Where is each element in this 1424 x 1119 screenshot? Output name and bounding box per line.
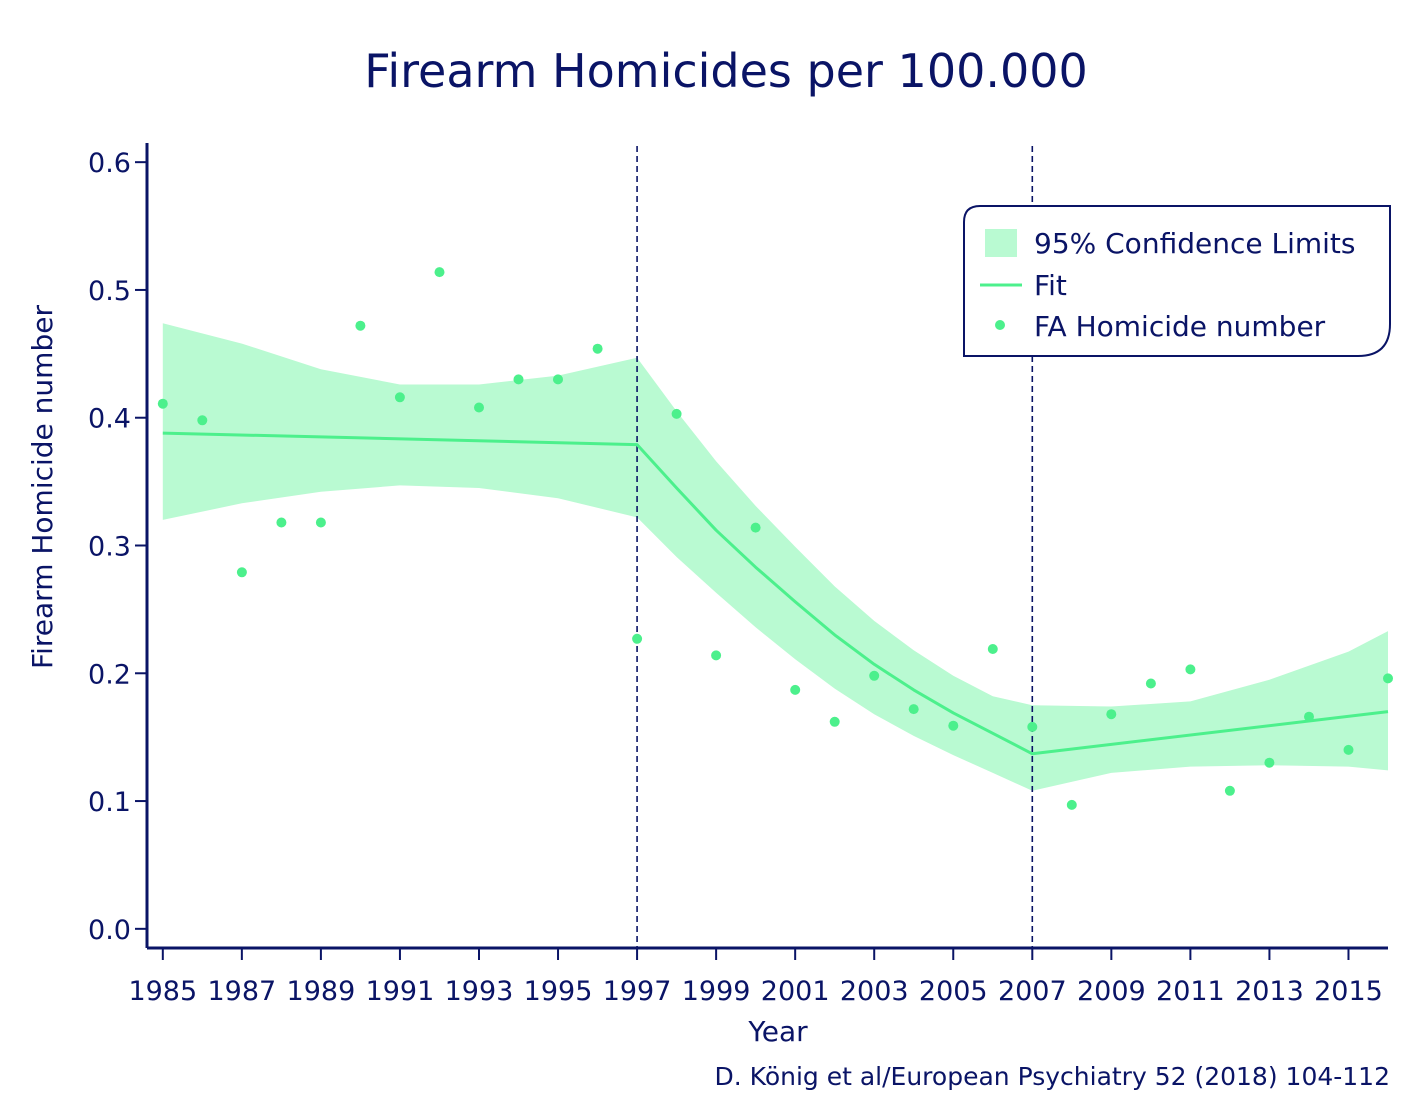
- source-citation: D. König et al/European Psychiatry 52 (2…: [715, 1062, 1390, 1091]
- data-point-2004: [908, 704, 919, 715]
- confidence-band: [162, 323, 1388, 791]
- data-point-1996: [592, 343, 603, 354]
- x-tick-label: 1995: [524, 976, 593, 1007]
- y-tick-label: 0.4: [88, 404, 131, 435]
- data-point-2003: [869, 670, 880, 681]
- y-tick-label: 0.5: [88, 276, 131, 307]
- x-tick-label: 2015: [1314, 976, 1383, 1007]
- data-point-1986: [197, 415, 208, 426]
- data-point-1998: [671, 408, 682, 419]
- x-tick-label: 2007: [998, 976, 1067, 1007]
- data-point-2000: [750, 522, 761, 533]
- confidence-band-layer: [162, 323, 1388, 791]
- y-tick-label: 0.0: [88, 915, 131, 946]
- data-point-2012: [1224, 785, 1235, 796]
- data-point-2006: [987, 644, 998, 654]
- data-points: [157, 267, 1393, 810]
- data-point-2015: [1343, 744, 1354, 755]
- fit-line: [162, 431, 1389, 756]
- legend-label-fit: Fit: [1034, 269, 1067, 302]
- data-point-1999: [711, 650, 722, 661]
- x-axis-ticks: 1985 1987 1989 1991 1993 1995 1997 1999 2001 2003…: [128, 948, 1383, 1007]
- x-tick-label: 1985: [128, 976, 197, 1007]
- y-tick-label: 0.2: [88, 659, 131, 690]
- legend-label-confidence: 95% Confidence Limits: [1034, 227, 1355, 260]
- data-point-1994: [513, 374, 524, 385]
- data-point-1985: [157, 398, 168, 409]
- data-point-2011: [1185, 664, 1196, 675]
- legend-label-points: FA Homicide number: [1034, 310, 1326, 343]
- chart-title: Firearm Homicides per 100.000: [364, 44, 1088, 98]
- data-point-2005: [948, 720, 959, 731]
- data-point-1990: [355, 320, 366, 331]
- x-tick-label: 2013: [1235, 976, 1304, 1007]
- x-tick-label: 1999: [682, 976, 751, 1007]
- x-tick-label: 1987: [207, 976, 276, 1007]
- y-tick-label: 0.6: [88, 148, 131, 179]
- legend: 95% Confidence Limits Fit FA Homicide nu…: [963, 205, 1391, 357]
- data-point-1991: [394, 392, 405, 403]
- fit-line-layer: [162, 431, 1389, 756]
- x-tick-label: 2005: [919, 976, 988, 1007]
- data-point-2014: [1304, 711, 1314, 722]
- x-tick-label: 1993: [445, 976, 514, 1007]
- x-tick-label: 1989: [287, 976, 356, 1007]
- data-point-2016: [1383, 673, 1393, 684]
- y-tick-label: 0.1: [88, 787, 131, 818]
- x-tick-label: 1997: [603, 976, 672, 1007]
- plot-area: [157, 146, 1393, 948]
- data-point-2007: [1027, 721, 1038, 732]
- legend-box: [963, 205, 1391, 357]
- x-tick-label: 2001: [761, 976, 830, 1007]
- data-point-1997: [632, 633, 643, 644]
- data-point-2002: [829, 716, 840, 727]
- y-axis-ticks: 0.0 0.1 0.2 0.3 0.4 0.5 0.6: [88, 148, 147, 946]
- data-point-1993: [474, 402, 484, 413]
- x-tick-label: 1991: [366, 976, 435, 1007]
- legend-point-swatch: [995, 320, 1005, 330]
- y-axis-label: Firearm Homicide number: [26, 305, 59, 669]
- data-point-2001: [790, 684, 801, 695]
- data-point-1987: [236, 567, 247, 578]
- y-tick-label: 0.3: [88, 532, 131, 563]
- x-axis-label: Year: [747, 1015, 808, 1048]
- data-point-2010: [1145, 678, 1156, 689]
- data-point-2013: [1264, 757, 1275, 768]
- x-tick-label: 2011: [1156, 976, 1225, 1007]
- data-point-1988: [276, 517, 287, 528]
- data-point-2008: [1066, 799, 1077, 810]
- data-point-1989: [315, 517, 326, 528]
- legend-band-swatch: [985, 229, 1017, 257]
- x-tick-label: 2003: [840, 976, 909, 1007]
- x-tick-label: 2009: [1077, 976, 1146, 1007]
- data-point-1995: [553, 374, 563, 385]
- data-point-1992: [434, 267, 445, 278]
- data-point-2009: [1106, 709, 1117, 720]
